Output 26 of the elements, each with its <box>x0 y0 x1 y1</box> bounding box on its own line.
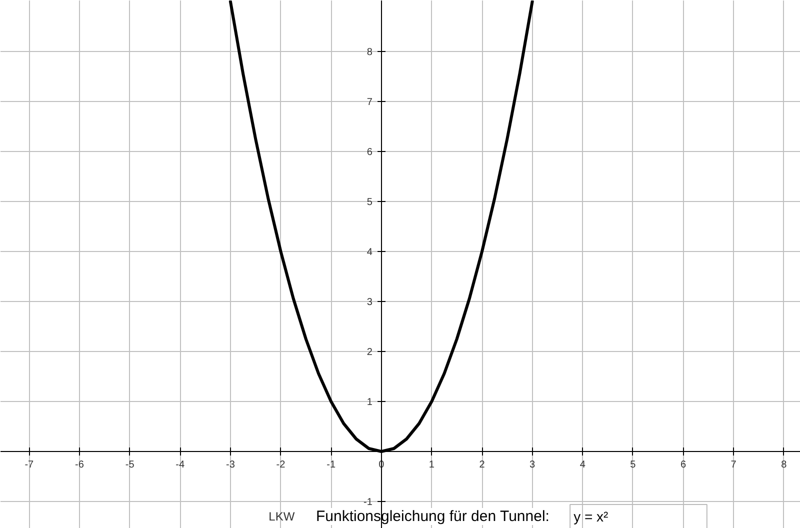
y-tick-label: 7 <box>366 97 373 108</box>
y-tick-label: -1 <box>363 497 373 508</box>
y-tick-label: 2 <box>366 347 373 358</box>
x-tick-label: -3 <box>226 460 236 470</box>
x-tick-label: -2 <box>276 460 286 470</box>
y-tick-label: 4 <box>366 247 373 258</box>
x-tick-label: -4 <box>176 460 186 470</box>
y-tick-label: 6 <box>366 147 373 158</box>
y-tick-label: 5 <box>366 197 373 208</box>
x-tick-label: 5 <box>630 460 636 470</box>
annotation: LKW <box>268 510 296 524</box>
x-tick-label: -1 <box>326 460 336 470</box>
x-tick-label: 1 <box>428 460 435 470</box>
x-tick-label: -5 <box>125 460 135 470</box>
x-tick-label: 3 <box>530 460 536 470</box>
x-tick-label: 4 <box>580 460 586 470</box>
x-tick-label: 2 <box>479 460 486 470</box>
x-tick-label: -6 <box>75 460 84 470</box>
x-tick-label: 6 <box>680 460 686 470</box>
x-tick-label: 7 <box>730 460 737 470</box>
annotation: y = x² <box>574 508 609 524</box>
y-tick-label: 1 <box>366 397 373 408</box>
y-tick-label: 3 <box>366 297 373 308</box>
x-tick-label: -7 <box>24 460 34 470</box>
y-tick-label: 8 <box>366 47 373 58</box>
x-tick-label: 8 <box>781 460 788 470</box>
